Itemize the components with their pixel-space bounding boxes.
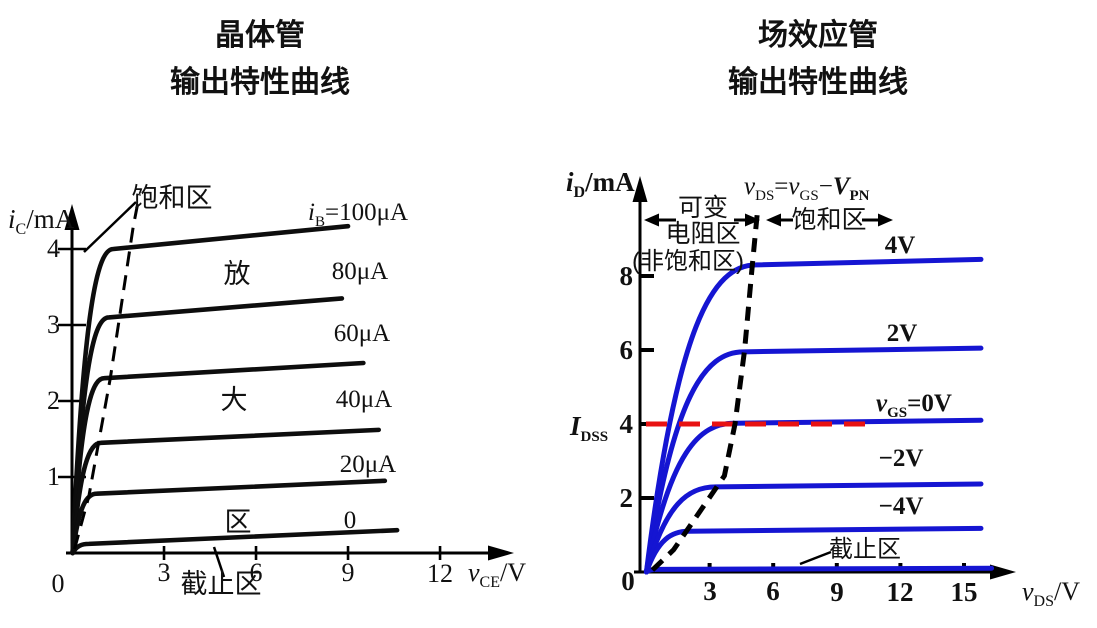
left-y-axis-label: iC/mA: [8, 204, 75, 238]
left-region-amp-char1: 放: [224, 259, 251, 289]
left-curve-label-60uA: 60μA: [334, 320, 390, 347]
x-axis-arrow-icon: [990, 564, 1016, 580]
right-region-saturation: 饱和区: [791, 206, 866, 234]
right-region-vr-line3: (非饱和区): [632, 248, 744, 275]
right-x-tick-12: 12: [887, 577, 914, 607]
right-y-tick-8: 8: [620, 261, 634, 291]
left-curve-label-0: 0: [344, 507, 357, 534]
curve-5: [70, 527, 400, 556]
y-axis-arrow-icon: [64, 204, 80, 230]
left-y-tick-3: 3: [47, 310, 60, 339]
left-x-tick-12: 12: [427, 559, 453, 588]
right-y-tick-4: 4: [620, 409, 634, 439]
curve-3: [643, 481, 984, 575]
right-plot-graphics: [632, 176, 1016, 580]
leader-line: [212, 546, 226, 578]
right-curve-label-neg4V: −4V: [879, 493, 924, 520]
left-title-line1: 晶体管: [215, 19, 305, 52]
right-curve-label-neg2V: −2V: [879, 445, 924, 472]
right-region-cutoff: 截止区: [829, 536, 901, 563]
left-origin-label: 0: [52, 569, 65, 598]
right-curve-label-0V: vGS=0V: [876, 390, 952, 421]
left-title-line2: 输出特性曲线: [170, 66, 350, 99]
left-x-axis-label: vCE/V: [468, 558, 526, 591]
leader-line: [799, 550, 832, 566]
left-x-tick-6: 6: [250, 558, 263, 587]
left-chart: 晶体管 输出特性曲线 iC/mA 4 3 2 1 0 3 6 9 12 vCE/…: [8, 19, 526, 599]
left-curve-label-40uA: 40μA: [336, 386, 392, 413]
curve-1: [643, 345, 984, 575]
region-arrow-left-icon: [766, 213, 781, 227]
curve-2: [70, 360, 366, 556]
right-curve-label-2V: 2V: [887, 320, 918, 347]
left-curve-label-100uA: iB=100μA: [308, 199, 408, 230]
left-y-tick-4: 4: [47, 234, 60, 263]
left-plot-graphics: [58, 194, 514, 578]
left-x-tick-9: 9: [342, 558, 355, 587]
right-y-tick-2: 2: [620, 483, 634, 513]
right-y-tick-6: 6: [620, 335, 634, 365]
left-region-saturation: 饱和区: [132, 183, 213, 213]
right-chart: 场效应管 输出特性曲线 iD/mA vDS=vGS−VPN 8 6 4 2 ID…: [566, 18, 1080, 610]
curve-2: [643, 417, 984, 575]
left-region-amp-char3: 区: [225, 507, 252, 537]
region-arrow-left-icon: [644, 213, 659, 227]
left-y-tick-1: 1: [47, 462, 60, 491]
left-region-cutoff: 截止区: [181, 569, 262, 599]
right-x-tick-15: 15: [951, 577, 978, 607]
leader-line: [83, 201, 137, 253]
left-curve-label-20uA: 20μA: [340, 451, 396, 478]
curve-4: [70, 478, 388, 556]
right-x-tick-3: 3: [703, 576, 717, 606]
y-axis-arrow-icon: [632, 176, 648, 202]
right-equation: vDS=vGS−VPN: [744, 173, 870, 204]
right-curve-label-4V: 4V: [885, 232, 916, 259]
right-title-line1: 场效应管: [758, 18, 878, 52]
region-boundary-dashed: [650, 212, 760, 572]
right-title-line2: 输出特性曲线: [728, 66, 908, 99]
region-boundary-dashed: [73, 194, 141, 550]
left-curve-label-80uA: 80μA: [332, 258, 388, 285]
curve-0: [643, 256, 984, 575]
region-arrow-right-icon: [878, 213, 893, 227]
right-x-axis-label: vDS/V: [1022, 577, 1080, 610]
left-y-tick-2: 2: [47, 386, 60, 415]
left-region-amp-char2: 大: [221, 385, 248, 415]
right-y-axis-label: iD/mA: [566, 167, 635, 201]
x-axis-arrow-icon: [488, 545, 514, 561]
right-region-vr-line1: 可变: [678, 194, 728, 222]
right-region-vr-line2: 电阻区: [665, 220, 740, 248]
curve-1: [70, 296, 345, 556]
right-x-tick-9: 9: [830, 577, 844, 607]
right-x-tick-6: 6: [766, 576, 780, 606]
region-arrow-right-icon: [745, 213, 760, 227]
left-x-tick-3: 3: [158, 558, 171, 587]
right-idss-label: IDSS: [569, 411, 608, 445]
curve-0: [70, 223, 351, 556]
right-origin-label: 0: [621, 566, 635, 596]
curve-4: [643, 525, 984, 575]
